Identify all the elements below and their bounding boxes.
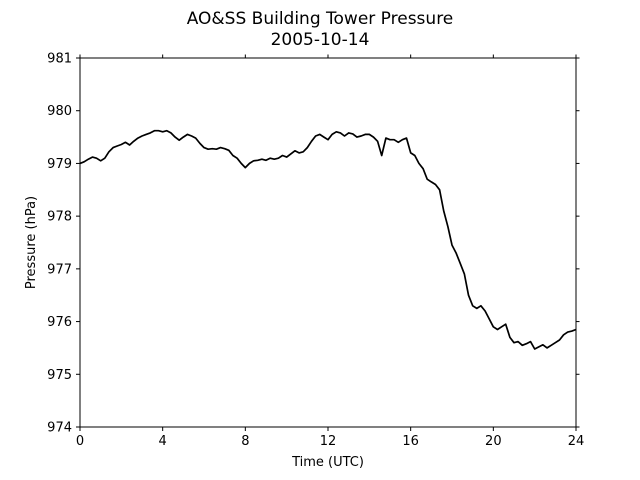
x-tick-label: 16: [402, 434, 419, 449]
x-tick-label: 8: [241, 434, 249, 449]
axis-ticks: 0 4 8 12 16 20 24 974 975 976 977 978 979 980 981: [47, 52, 584, 450]
y-tick-label: 977: [47, 262, 72, 277]
y-tick-label: 978: [47, 210, 72, 225]
x-tick-label: 24: [568, 434, 585, 449]
pressure-series-line: [79, 129, 577, 350]
y-tick-label: 975: [47, 368, 72, 383]
y-tick-label: 976: [47, 315, 72, 330]
chart-subtitle: 2005-10-14: [271, 30, 370, 50]
x-axis-label: Time (UTC): [291, 455, 364, 470]
y-tick-label: 980: [47, 104, 72, 119]
x-tick-label: 4: [159, 434, 167, 449]
y-tick-label: 981: [47, 52, 72, 67]
x-tick-label: 0: [76, 434, 84, 449]
x-tick-label: 20: [485, 434, 502, 449]
y-tick-label: 974: [47, 421, 72, 436]
series-layer: [79, 129, 577, 350]
x-tick-label: 12: [320, 434, 337, 449]
plot-frame: [79, 57, 577, 428]
y-tick-label: 979: [47, 157, 72, 172]
chart-title: AO&SS Building Tower Pressure: [187, 9, 454, 29]
y-axis-label: Pressure (hPa): [24, 196, 39, 289]
